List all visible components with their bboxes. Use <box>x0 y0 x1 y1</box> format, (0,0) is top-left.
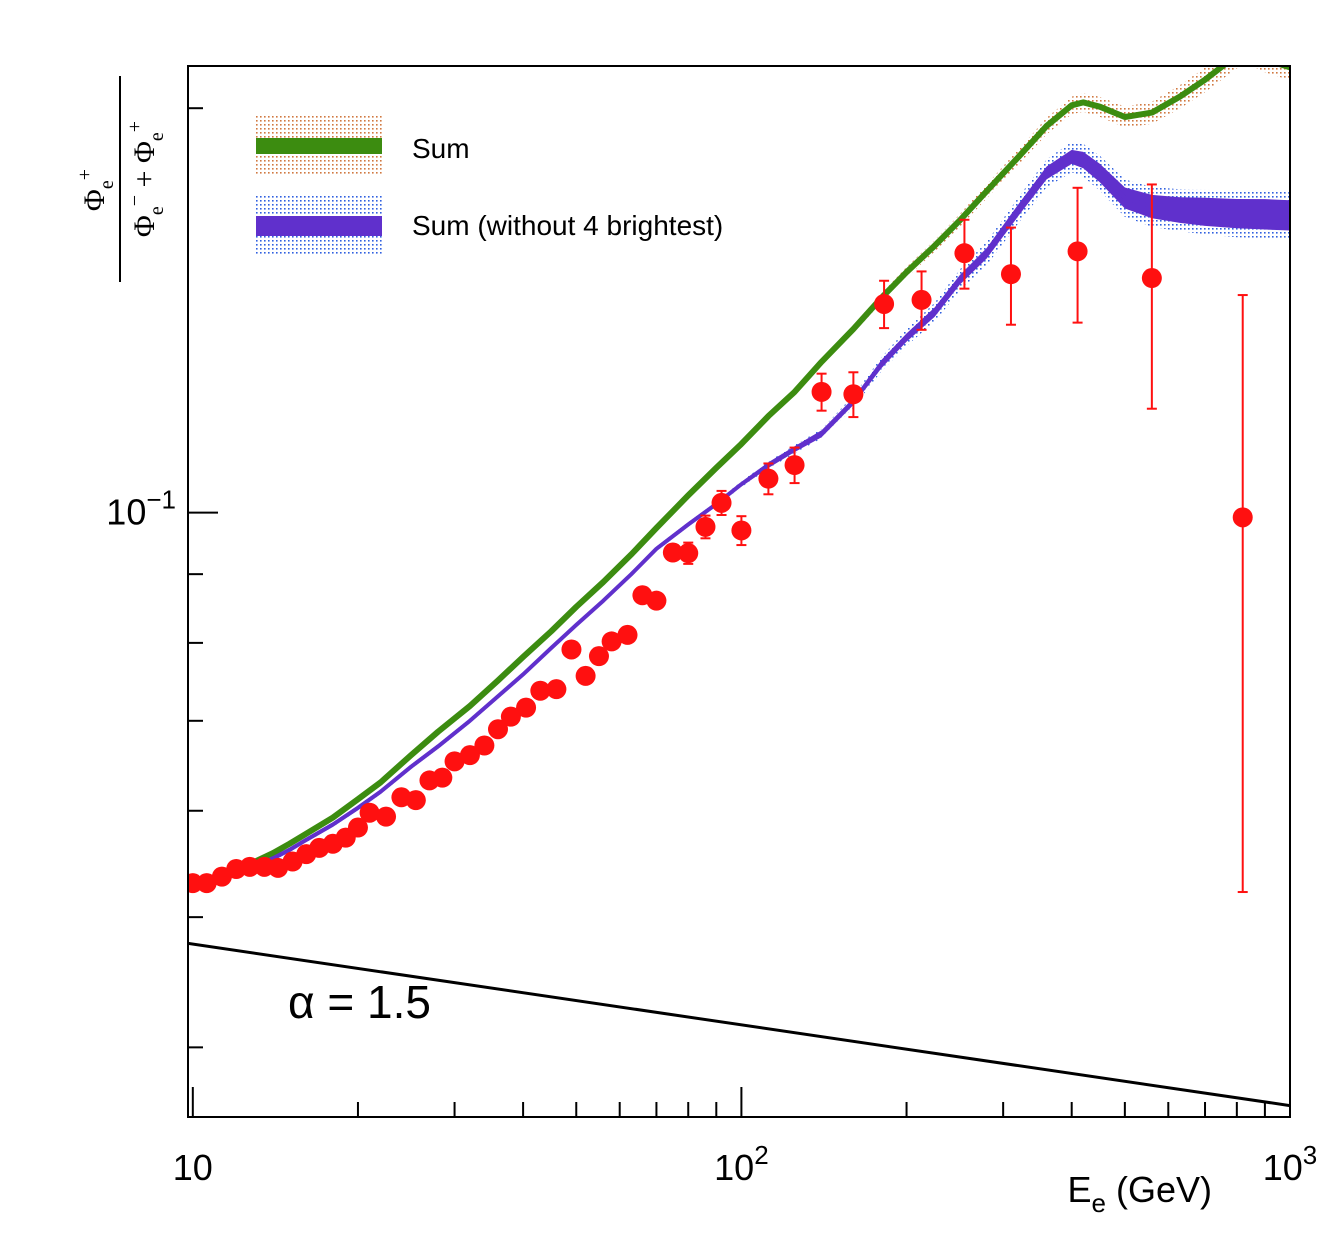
y-axis-title: Φe+ Φe− + Φe+ <box>74 76 168 282</box>
data-marker <box>1141 268 1162 289</box>
legend-swatch-sum-line <box>256 138 382 154</box>
data-point <box>662 542 683 563</box>
data-marker <box>678 543 699 564</box>
data-point <box>487 719 508 740</box>
data-marker <box>359 802 380 823</box>
legend-swatch-nobright-line <box>256 216 382 236</box>
data-marker <box>530 680 551 701</box>
data-marker <box>811 381 832 402</box>
data-point <box>239 856 260 877</box>
data-marker <box>695 516 716 537</box>
data-marker <box>376 806 397 827</box>
data-marker <box>432 767 453 788</box>
data-marker <box>954 243 975 264</box>
data-point <box>843 371 864 419</box>
data-marker <box>516 697 537 718</box>
data-point <box>678 541 699 565</box>
data-points <box>188 183 1253 894</box>
data-point <box>196 873 217 894</box>
x-tick-label: 103 <box>1263 1140 1318 1188</box>
data-marker <box>575 665 596 686</box>
data-marker <box>731 520 752 541</box>
data-point <box>405 790 426 811</box>
data-marker <box>711 492 732 513</box>
data-marker <box>843 384 864 405</box>
black-reference-line <box>188 941 1290 1108</box>
data-point <box>376 806 397 827</box>
data-marker <box>500 706 521 727</box>
data-marker <box>546 679 567 700</box>
data-point <box>347 817 368 838</box>
x-tick-label: 10 <box>173 1147 213 1188</box>
axis-tick-labels: 10 102 103 10−1 <box>106 485 1317 1188</box>
nobright-line <box>192 154 1290 886</box>
data-marker <box>196 873 217 894</box>
data-point <box>954 218 975 290</box>
data-point <box>432 767 453 788</box>
data-marker <box>1232 507 1253 528</box>
data-marker <box>444 751 465 772</box>
data-marker <box>405 790 426 811</box>
data-point <box>1067 186 1088 324</box>
data-point <box>601 631 622 652</box>
data-point <box>874 279 895 330</box>
sum-line <box>192 66 1290 887</box>
data-point <box>459 745 480 766</box>
data-marker <box>646 590 667 611</box>
data-point <box>711 489 732 517</box>
axis-ticks <box>188 107 1291 1117</box>
data-point <box>474 735 495 756</box>
data-point <box>575 665 596 686</box>
legend: Sum Sum (without 4 brightest) <box>256 116 723 256</box>
data-marker <box>347 817 368 838</box>
data-point <box>588 646 609 667</box>
data-marker <box>662 542 683 563</box>
data-marker <box>784 455 805 476</box>
data-marker <box>617 624 638 645</box>
data-point <box>731 515 752 547</box>
x-tick-label: 102 <box>714 1140 769 1188</box>
data-marker <box>601 631 622 652</box>
data-point <box>530 680 551 701</box>
data-marker <box>758 468 779 489</box>
data-point <box>911 270 932 331</box>
data-marker <box>1067 241 1088 262</box>
data-marker <box>561 639 582 660</box>
data-marker <box>1000 264 1021 285</box>
data-point <box>546 679 567 700</box>
alpha-annotation: α = 1.5 <box>288 976 431 1028</box>
data-marker <box>487 719 508 740</box>
y-tick-label: 10−1 <box>106 485 176 533</box>
data-point <box>444 751 465 772</box>
data-marker <box>459 745 480 766</box>
y-axis-numerator: Φe+ <box>74 169 118 211</box>
legend-label-sum-without-brightest: Sum (without 4 brightest) <box>412 210 723 241</box>
data-marker <box>588 646 609 667</box>
data-point <box>758 462 779 496</box>
data-point <box>500 706 521 727</box>
data-point <box>1232 294 1253 894</box>
y-axis-denominator: Φe− + Φe+ <box>124 121 168 237</box>
data-marker <box>874 293 895 314</box>
data-point <box>516 697 537 718</box>
data-marker <box>474 735 495 756</box>
data-point <box>811 372 832 412</box>
plot-frame <box>187 65 1291 1118</box>
legend-label-sum: Sum <box>412 133 470 164</box>
data-point <box>617 624 638 645</box>
legend-entry-sum-without-brightest: Sum (without 4 brightest) <box>256 194 723 256</box>
data-marker <box>239 856 260 877</box>
data-point <box>646 590 667 611</box>
data-point <box>695 514 716 540</box>
data-point <box>1000 226 1021 326</box>
data-marker <box>911 289 932 310</box>
series-lines <box>188 66 1290 1108</box>
data-point <box>359 802 380 823</box>
legend-entry-sum: Sum <box>256 116 470 176</box>
x-axis-title: Ee (GeV) <box>1068 1169 1213 1218</box>
data-point <box>1141 183 1162 410</box>
data-point <box>784 446 805 485</box>
data-point <box>561 639 582 660</box>
